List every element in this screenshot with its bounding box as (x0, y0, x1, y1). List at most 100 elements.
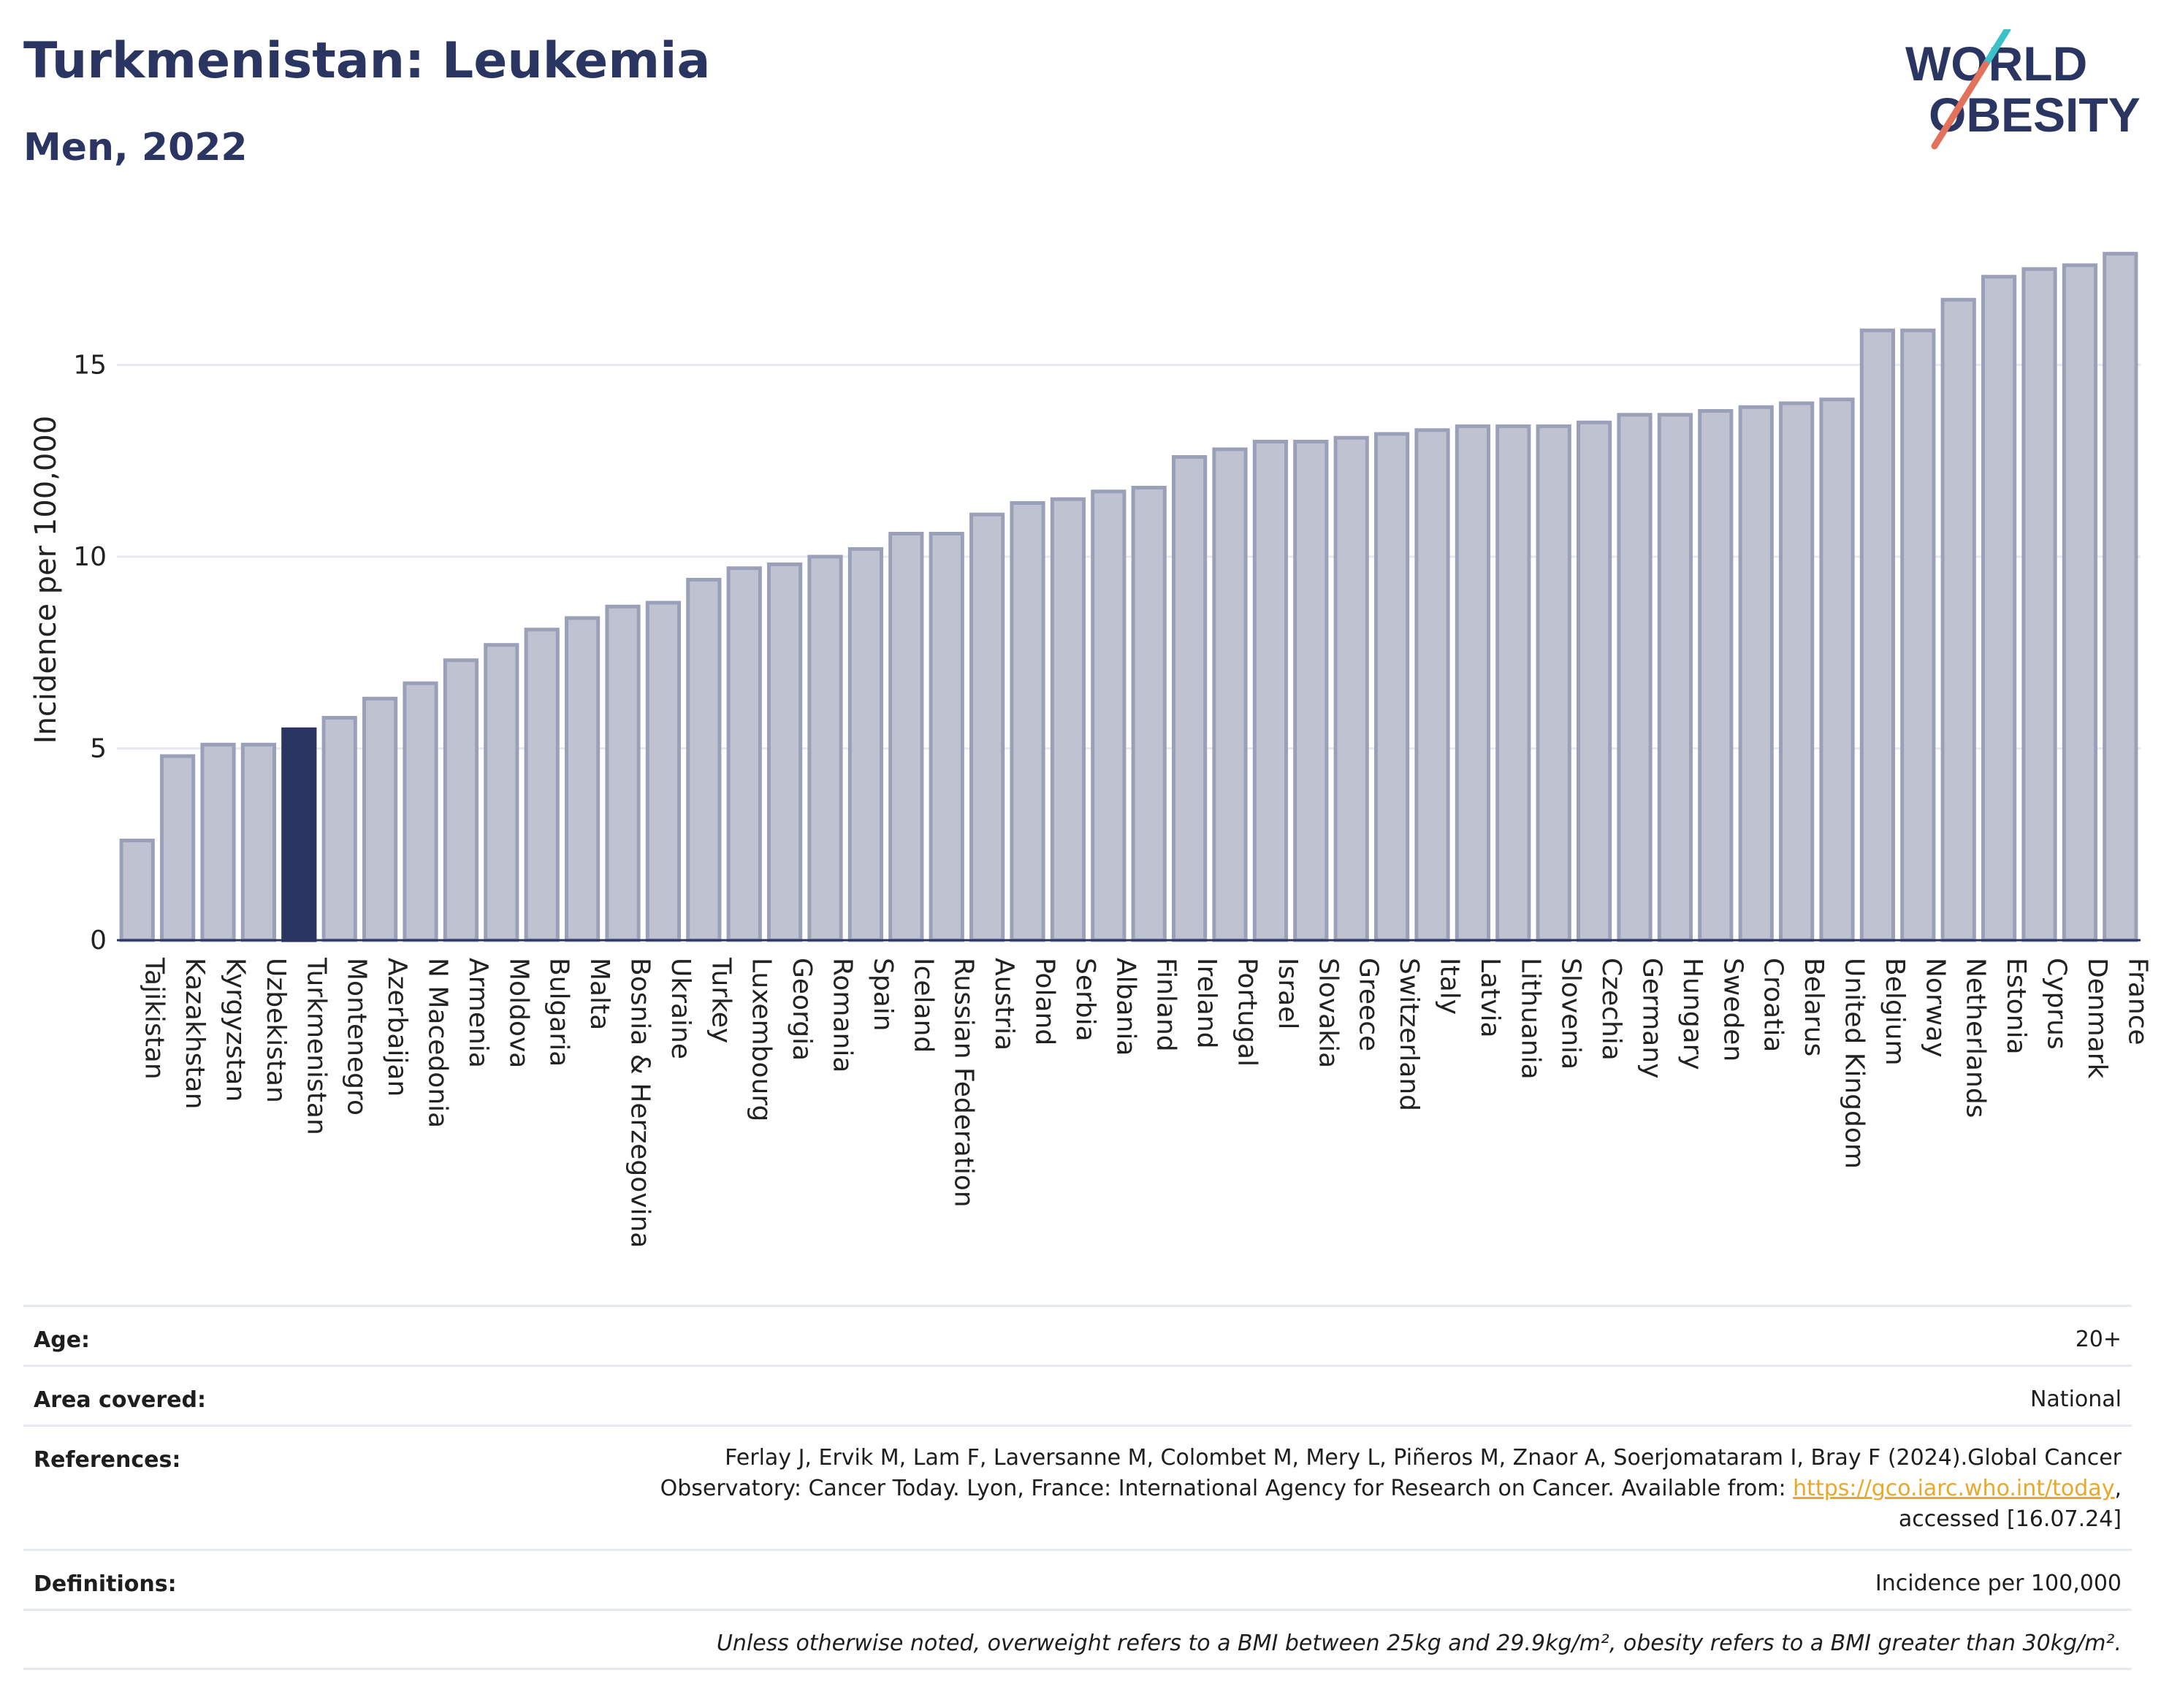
bar (321, 716, 357, 942)
definitions-row: Definitions: Incidence per 100,000 (23, 1549, 2132, 1611)
bar (159, 754, 196, 942)
bar (888, 532, 924, 942)
world-obesity-logo: WORLD OBESITY (1905, 29, 2141, 150)
bar (1698, 409, 1734, 942)
x-tick-label: Portugal (1232, 958, 1262, 1067)
bar (1050, 497, 1086, 942)
x-tick-label: Austria (989, 958, 1019, 1051)
bar (362, 696, 398, 942)
references-line1: Ferlay J, Ervik M, Lam F, Laversanne M, … (725, 1445, 2122, 1471)
x-tick-label: Germany (1637, 958, 1667, 1078)
age-value: 20+ (2075, 1327, 2122, 1352)
references-line3: accessed [16.07.24] (1898, 1506, 2122, 1532)
x-tick-label: Norway (1920, 958, 1950, 1058)
age-label: Age: (34, 1327, 91, 1353)
logo-slash-accent (1982, 29, 2011, 68)
y-tick-label: 5 (90, 734, 107, 764)
bar (1778, 401, 1815, 942)
definitions-label: Definitions: (34, 1571, 177, 1597)
x-tick-label: Slovakia (1313, 958, 1343, 1068)
x-tick-label: Spain (868, 958, 898, 1032)
bar (766, 563, 803, 942)
bar (686, 578, 722, 942)
bar (240, 742, 277, 942)
age-row: Age: 20+ (23, 1305, 2132, 1367)
references-line2: Observatory: Cancer Today. Lyon, France:… (660, 1476, 1786, 1501)
note-row: Unless otherwise noted, overweight refer… (23, 1609, 2132, 1671)
bar (1091, 489, 1127, 942)
x-tick-label: Czechia (1596, 958, 1626, 1061)
bar (524, 628, 560, 942)
logo-slash (1931, 61, 1989, 150)
x-tick-label: Estonia (2001, 958, 2031, 1055)
bar (281, 727, 317, 942)
x-tick-label: Turkmenistan (301, 957, 331, 1135)
references-value: Ferlay J, Ervik M, Lam F, Laversanne M, … (660, 1443, 2122, 1535)
bar (726, 566, 762, 942)
x-tick-label: Azerbaijan (382, 958, 412, 1097)
x-tick-label: Georgia (787, 958, 817, 1061)
x-tick-label: Russian Federation (949, 958, 979, 1208)
x-tick-label: Lithuania (1515, 958, 1545, 1080)
references-row: References: Ferlay J, Ervik M, Lam F, La… (23, 1425, 2132, 1551)
bar (929, 532, 964, 942)
x-tick-label: Belgium (1880, 958, 1910, 1066)
page-subtitle: Men, 2022 (23, 126, 248, 169)
x-tick-label: Luxembourg (747, 958, 777, 1121)
x-tick-label: Sweden (1718, 958, 1748, 1061)
x-tick-label: United Kingdom (1840, 958, 1870, 1169)
bar (1576, 420, 1612, 942)
bar (1131, 486, 1167, 942)
y-tick-label: 10 (73, 542, 107, 572)
area-row: Area covered: National (23, 1365, 2132, 1427)
bar (1171, 455, 1208, 942)
bar (1900, 328, 1936, 942)
x-tick-label: Belarus (1799, 958, 1829, 1056)
x-tick-label: Israel (1273, 958, 1303, 1029)
x-tick-label: Bulgaria (544, 958, 574, 1067)
x-tick-label: Ireland (1192, 958, 1221, 1049)
bar (969, 512, 1005, 942)
bar (2062, 263, 2098, 942)
bar-chart: 0 5 10 15 Tajikistan Kazakhstan Kyrgyzstan Uzbe… (29, 251, 2152, 1248)
bar (1657, 413, 1693, 942)
bar (1536, 424, 1571, 942)
bar (847, 547, 884, 942)
bar (2103, 251, 2138, 942)
x-tick-label: Tajikistan (140, 957, 169, 1080)
area-value: National (2029, 1387, 2122, 1412)
bmi-note: Unless otherwise noted, overweight refer… (716, 1631, 2122, 1656)
references-link[interactable]: https://gco.iarc.who.int/today (1793, 1476, 2115, 1501)
x-tick-label: Serbia (1070, 958, 1100, 1042)
bar (1373, 432, 1410, 942)
x-tick-label: Turkey (706, 957, 736, 1043)
bar (1738, 405, 1774, 942)
bar (1940, 297, 1976, 942)
bar (2021, 267, 2057, 942)
bar (1212, 447, 1248, 942)
y-tick-label: 0 (90, 926, 107, 956)
bar (1981, 275, 2017, 942)
bar (1617, 413, 1653, 942)
definitions-value: Incidence per 100,000 (1875, 1571, 2122, 1596)
x-tick-label: Iceland (908, 958, 938, 1053)
references-line2-wrap: Observatory: Cancer Today. Lyon, France:… (660, 1476, 2122, 1501)
x-tick-label: Italy (1435, 958, 1465, 1015)
x-tick-label: Poland (1030, 958, 1060, 1045)
x-tick-label: Greece (1354, 958, 1384, 1051)
x-tick-label: Moldova (503, 958, 533, 1068)
x-tick-label: Kazakhstan (180, 958, 210, 1109)
x-tick-label: Kyrgyzstan (221, 958, 251, 1102)
bar (1010, 501, 1045, 942)
x-tick-label: Albania (1110, 958, 1140, 1056)
x-tick-label: Latvia (1475, 958, 1505, 1038)
bar (1495, 424, 1531, 942)
x-tick-label: France (2122, 958, 2152, 1045)
bar (1333, 435, 1369, 942)
x-tick-label: Uzbekistan (261, 958, 291, 1103)
x-tick-label: Malta (584, 958, 614, 1030)
x-tick-label: N Macedonia (423, 958, 453, 1128)
bar (1455, 424, 1491, 942)
bar (484, 643, 519, 942)
x-tick-label: Armenia (463, 958, 493, 1068)
